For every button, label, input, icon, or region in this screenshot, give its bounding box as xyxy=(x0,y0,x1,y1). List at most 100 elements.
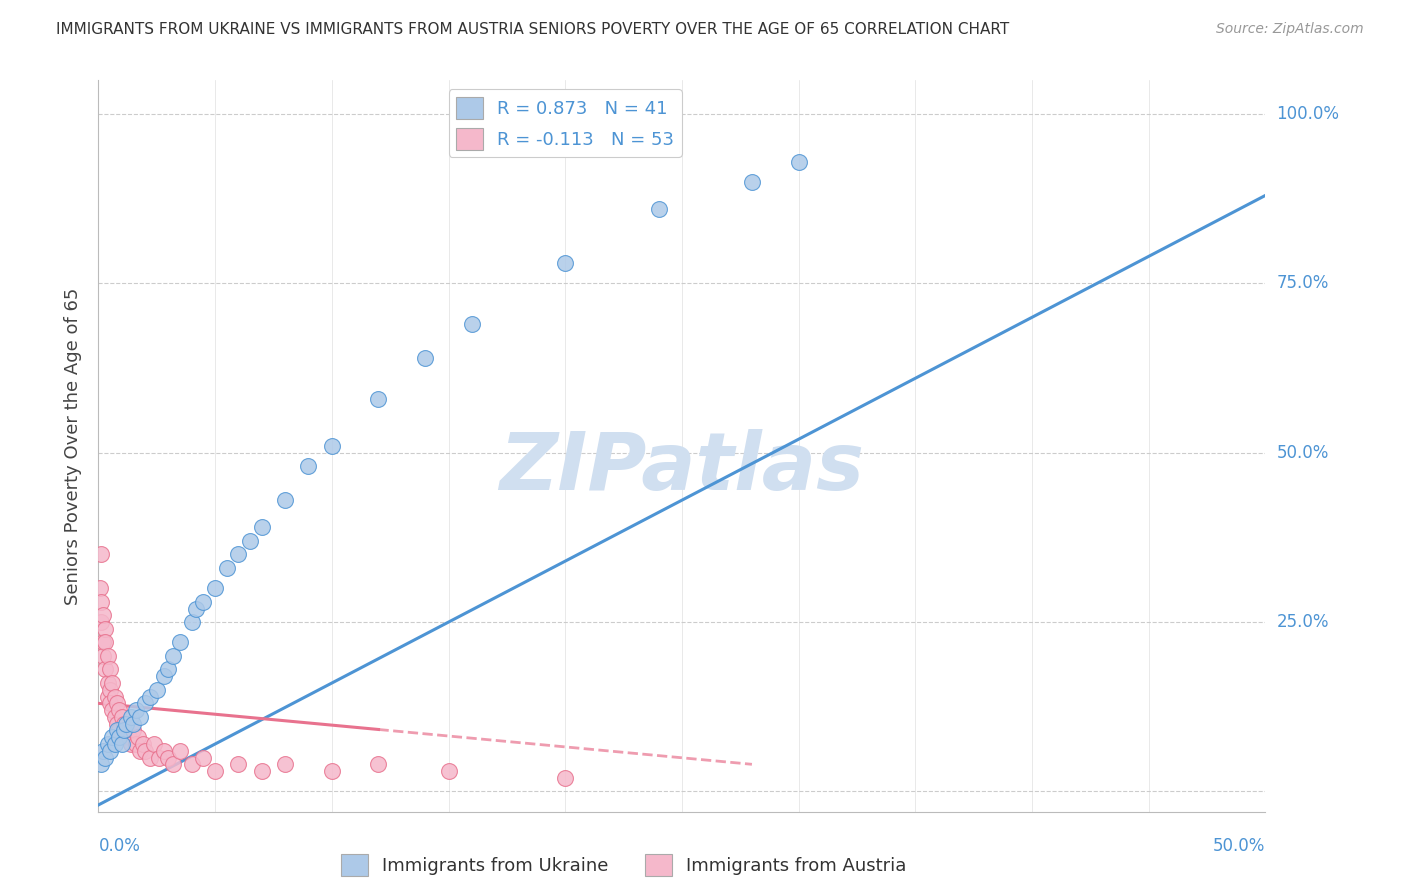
Point xyxy=(228,757,250,772)
Point xyxy=(134,744,156,758)
Point xyxy=(367,757,389,772)
Point xyxy=(139,750,162,764)
Point xyxy=(127,730,149,744)
Point xyxy=(125,703,148,717)
Point xyxy=(105,716,128,731)
Point xyxy=(461,317,484,331)
Point xyxy=(115,723,138,738)
Point xyxy=(94,635,117,649)
Point xyxy=(98,682,121,697)
Point xyxy=(112,723,135,738)
Point xyxy=(112,716,135,731)
Point xyxy=(132,737,155,751)
Point xyxy=(647,202,669,216)
Point xyxy=(101,730,124,744)
Text: 50.0%: 50.0% xyxy=(1213,837,1265,855)
Point xyxy=(741,175,763,189)
Point xyxy=(787,154,810,169)
Point xyxy=(250,764,273,778)
Point xyxy=(91,635,114,649)
Point xyxy=(108,703,131,717)
Point xyxy=(139,690,162,704)
Point xyxy=(97,648,120,663)
Point xyxy=(146,682,169,697)
Text: 0.0%: 0.0% xyxy=(98,837,141,855)
Point xyxy=(129,744,152,758)
Point xyxy=(91,608,114,623)
Point xyxy=(98,697,121,711)
Point xyxy=(104,737,127,751)
Point xyxy=(180,615,202,629)
Point xyxy=(193,750,215,764)
Point xyxy=(129,710,152,724)
Text: 100.0%: 100.0% xyxy=(1277,105,1340,123)
Point xyxy=(186,601,208,615)
Point xyxy=(104,690,127,704)
Point xyxy=(90,547,112,561)
Y-axis label: Seniors Poverty Over the Age of 65: Seniors Poverty Over the Age of 65 xyxy=(63,287,82,605)
Point xyxy=(90,595,112,609)
Point xyxy=(122,716,145,731)
Point xyxy=(162,757,184,772)
Point xyxy=(94,622,117,636)
Point xyxy=(90,757,112,772)
Point xyxy=(97,737,120,751)
Point xyxy=(554,256,576,270)
Point xyxy=(437,764,460,778)
Point xyxy=(98,663,121,677)
Point xyxy=(108,723,131,738)
Point xyxy=(120,737,142,751)
Point xyxy=(148,750,170,764)
Point xyxy=(554,771,576,785)
Point xyxy=(157,663,180,677)
Point xyxy=(321,439,343,453)
Point xyxy=(91,648,114,663)
Point xyxy=(215,561,238,575)
Text: Source: ZipAtlas.com: Source: ZipAtlas.com xyxy=(1216,22,1364,37)
Point xyxy=(125,737,148,751)
Point xyxy=(204,764,226,778)
Point xyxy=(250,520,273,534)
Point xyxy=(169,744,191,758)
Text: 50.0%: 50.0% xyxy=(1277,444,1329,462)
Point xyxy=(111,730,134,744)
Point xyxy=(274,757,297,772)
Point xyxy=(157,750,180,764)
Point xyxy=(134,697,156,711)
Point xyxy=(105,697,128,711)
Point xyxy=(108,730,131,744)
Point xyxy=(91,744,114,758)
Point xyxy=(169,635,191,649)
Point xyxy=(204,581,226,595)
Point xyxy=(120,710,142,724)
Point xyxy=(101,676,124,690)
Point xyxy=(193,595,215,609)
Legend: Immigrants from Ukraine, Immigrants from Austria: Immigrants from Ukraine, Immigrants from… xyxy=(333,847,914,883)
Point xyxy=(98,744,121,758)
Point xyxy=(94,663,117,677)
Text: 25.0%: 25.0% xyxy=(1277,613,1329,631)
Point xyxy=(111,710,134,724)
Text: 75.0%: 75.0% xyxy=(1277,275,1329,293)
Point xyxy=(97,676,120,690)
Point xyxy=(297,459,319,474)
Point xyxy=(228,547,250,561)
Point xyxy=(367,392,389,406)
Point xyxy=(152,669,174,683)
Text: IMMIGRANTS FROM UKRAINE VS IMMIGRANTS FROM AUSTRIA SENIORS POVERTY OVER THE AGE : IMMIGRANTS FROM UKRAINE VS IMMIGRANTS FR… xyxy=(56,22,1010,37)
Point xyxy=(90,615,112,629)
Point xyxy=(105,723,128,738)
Point xyxy=(413,351,436,365)
Point xyxy=(104,710,127,724)
Point xyxy=(94,750,117,764)
Point xyxy=(89,581,111,595)
Point xyxy=(162,648,184,663)
Point xyxy=(143,737,166,751)
Point xyxy=(152,744,174,758)
Point xyxy=(321,764,343,778)
Point xyxy=(274,493,297,508)
Point xyxy=(118,730,141,744)
Text: ZIPatlas: ZIPatlas xyxy=(499,429,865,507)
Point xyxy=(180,757,202,772)
Point xyxy=(122,723,145,738)
